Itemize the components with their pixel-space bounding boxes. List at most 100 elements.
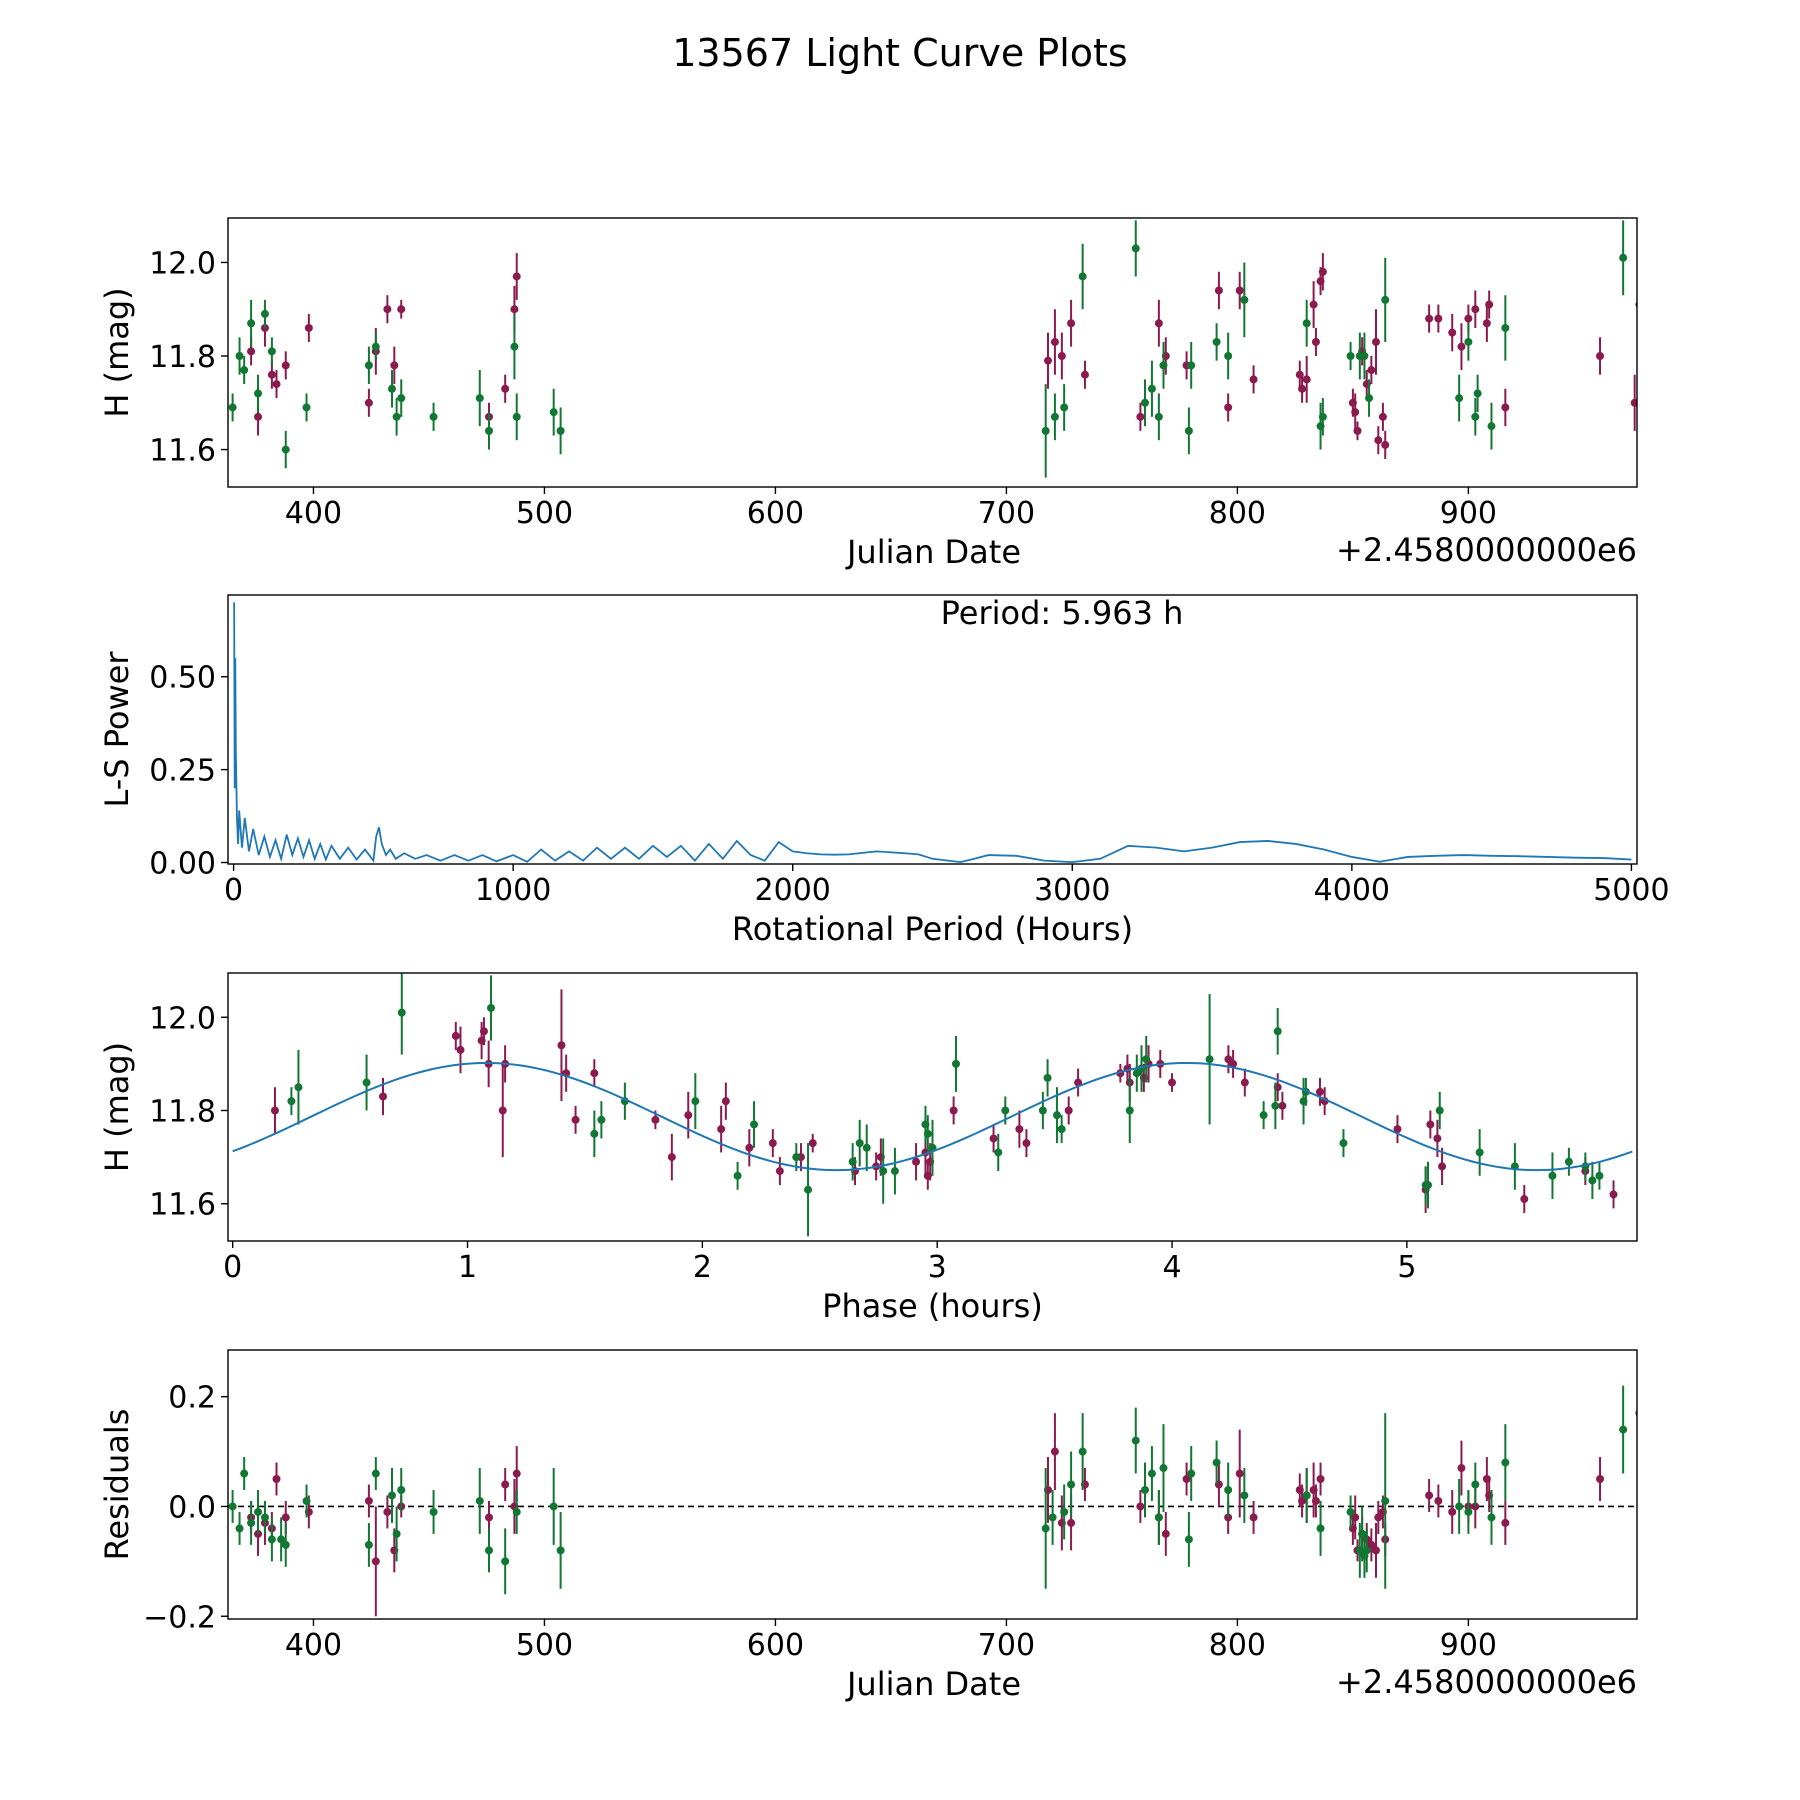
data-point: [1161, 1529, 1170, 1538]
data-point: [1038, 1106, 1047, 1115]
data-point: [392, 1529, 401, 1538]
data-point: [1142, 1055, 1151, 1064]
data-point: [1273, 1027, 1282, 1036]
data-point: [1052, 1111, 1061, 1120]
data-point: [267, 347, 276, 356]
data-point: [364, 1496, 373, 1505]
data-point: [721, 1097, 730, 1106]
data-point: [1316, 1475, 1325, 1484]
data-point: [1205, 1055, 1214, 1064]
data-point: [1433, 1134, 1442, 1143]
data-point: [1487, 1513, 1496, 1522]
data-point: [597, 1115, 606, 1124]
data-point: [1067, 1518, 1076, 1527]
x-tick-label: 0: [223, 1250, 242, 1285]
data-point: [397, 305, 406, 314]
data-point: [1434, 1496, 1443, 1505]
data-point: [684, 1111, 693, 1120]
data-point: [272, 1475, 281, 1484]
fit-curve: [232, 1061, 1633, 1172]
data-point: [1078, 272, 1087, 281]
data-point: [364, 398, 373, 407]
data-point: [1346, 1507, 1355, 1516]
plot-area: [228, 1385, 1637, 1617]
x-tick-label: 500: [516, 496, 573, 531]
data-point: [228, 403, 237, 412]
data-point: [1187, 361, 1196, 370]
data-point: [717, 1125, 726, 1134]
data-point: [1259, 1111, 1268, 1120]
periodogram-panel: 0 1000 2000 3000 4000 5000 0.00 0.25 0.50 Rotatio…: [98, 594, 1670, 948]
data-point: [556, 426, 565, 435]
data-point: [1187, 1469, 1196, 1478]
data-point: [371, 1469, 380, 1478]
data-point: [768, 1139, 777, 1148]
data-point: [1564, 1157, 1573, 1166]
data-point: [254, 412, 263, 421]
data-point: [855, 1139, 864, 1148]
data-point: [1235, 286, 1244, 295]
data-point: [267, 370, 276, 379]
data-point: [1184, 426, 1193, 435]
data-point: [1609, 1190, 1618, 1199]
data-point: [1240, 1078, 1249, 1087]
y-tick-label: −0.2: [143, 1600, 216, 1635]
y-tick-label: 11.8: [149, 340, 216, 375]
data-point: [1435, 1106, 1444, 1115]
data-point: [1455, 394, 1464, 403]
data-point: [1501, 1458, 1510, 1467]
data-point: [512, 1507, 521, 1516]
data-point: [1154, 319, 1163, 328]
data-point: [792, 1153, 801, 1162]
data-point: [1642, 408, 1650, 416]
data-point: [1298, 384, 1307, 393]
data-point: [512, 272, 521, 281]
x-tick-label: 500: [516, 1628, 573, 1663]
data-point: [1339, 1139, 1348, 1148]
period-annotation: Period: 5.963 h: [941, 594, 1184, 632]
data-point: [667, 1153, 676, 1162]
data-point: [1154, 1513, 1163, 1522]
data-point: [1136, 1502, 1145, 1511]
data-point: [1619, 253, 1628, 262]
periodogram-line: [233, 602, 1632, 864]
data-point: [1473, 389, 1482, 398]
data-point: [549, 408, 558, 417]
data-point: [862, 1143, 871, 1152]
data-point: [397, 394, 406, 403]
data-point: [1485, 300, 1494, 309]
light-curve-panel: 400 500 600 700 800 900 11.6 11.8 12.0 Julian Dat…: [98, 217, 1650, 571]
plot-frame: [227, 1349, 1638, 1620]
plot-frame: [227, 594, 1638, 865]
data-point: [989, 1134, 998, 1143]
data-point: [1371, 1546, 1380, 1555]
data-point: [1168, 1078, 1177, 1087]
data-point: [302, 1496, 311, 1505]
data-point: [750, 1120, 759, 1129]
data-point: [1457, 342, 1466, 351]
data-point: [487, 1003, 496, 1012]
data-point: [1224, 352, 1233, 361]
data-point: [733, 1171, 742, 1180]
data-point: [267, 1535, 276, 1544]
data-point: [571, 1115, 580, 1124]
data-point: [1302, 1491, 1311, 1500]
data-point: [1360, 352, 1369, 361]
data-point: [1464, 314, 1473, 323]
x-offset-text: +2.4580000000e6: [1336, 531, 1637, 569]
y-tick-label: 11.6: [149, 1188, 216, 1223]
x-tick-label: 3: [928, 1250, 947, 1285]
data-point: [1154, 412, 1163, 421]
y-tick-label: 0.00: [149, 847, 216, 882]
data-point: [1365, 394, 1374, 403]
data-point: [1212, 1458, 1221, 1467]
x-tick-label: 400: [285, 496, 342, 531]
data-point: [1298, 1496, 1307, 1505]
data-point: [260, 309, 269, 318]
data-point: [1471, 412, 1480, 421]
data-point: [1351, 1513, 1360, 1522]
x-axis-label: Rotational Period (Hours): [732, 910, 1133, 948]
data-point: [1278, 1101, 1287, 1110]
data-point: [371, 342, 380, 351]
data-point: [1136, 412, 1145, 421]
